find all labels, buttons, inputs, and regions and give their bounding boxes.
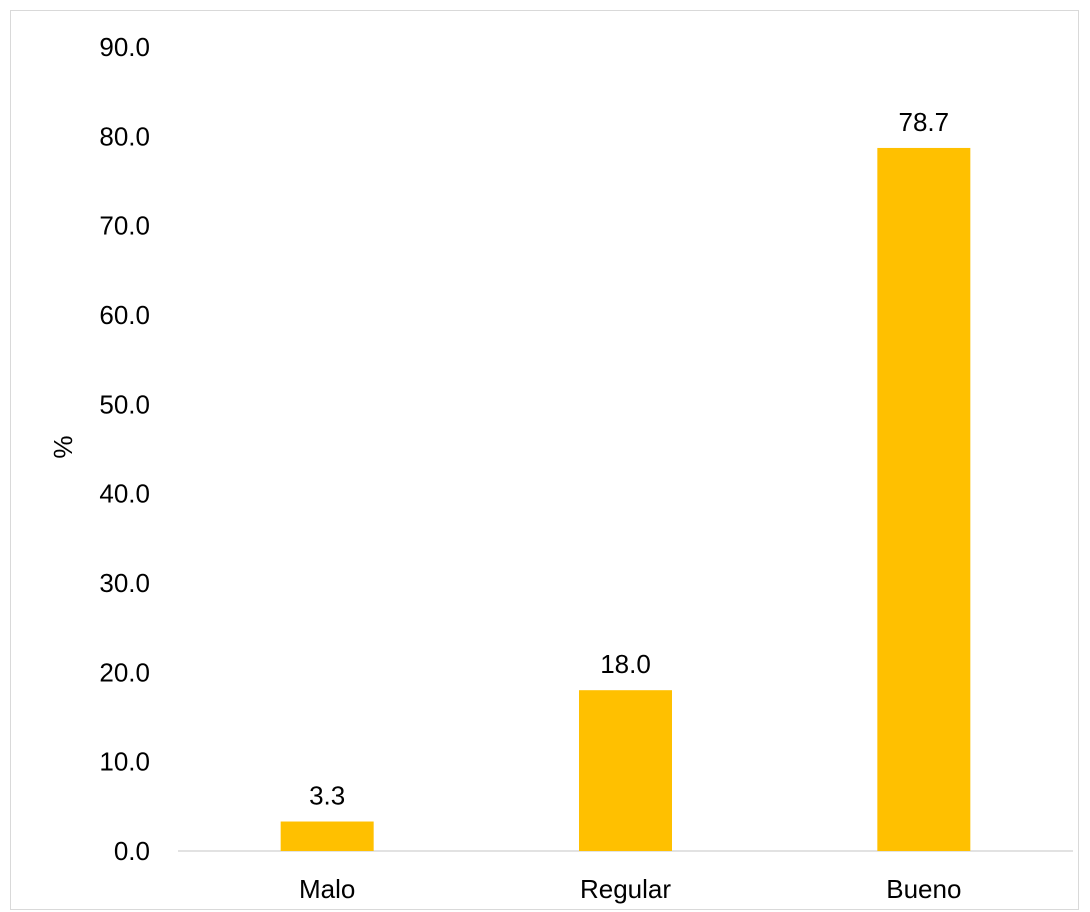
bar-regular bbox=[579, 690, 672, 851]
y-tick-label: 20.0 bbox=[99, 657, 150, 687]
y-tick-label: 50.0 bbox=[99, 389, 150, 419]
x-tick-label: Malo bbox=[299, 874, 355, 904]
bar-malo bbox=[280, 821, 374, 851]
y-tick-label: 30.0 bbox=[99, 568, 150, 598]
data-label: 18.0 bbox=[600, 649, 651, 679]
y-tick-label: 10.0 bbox=[99, 747, 150, 777]
y-axis-ticks: 0.0 10.0 20.0 30.0 40.0 50.0 60.0 70.0 80.0 90.0 bbox=[99, 32, 150, 866]
y-tick-label: 70.0 bbox=[99, 211, 150, 241]
bar-bueno bbox=[877, 147, 971, 852]
data-label: 78.7 bbox=[899, 107, 950, 137]
y-tick-label: 60.0 bbox=[99, 300, 150, 330]
y-tick-label: 80.0 bbox=[99, 121, 150, 151]
bars: 3.3 18.0 78.7 bbox=[280, 107, 971, 852]
x-tick-label: Bueno bbox=[886, 874, 961, 904]
x-tick-label: Regular bbox=[580, 874, 671, 904]
y-tick-label: 40.0 bbox=[99, 479, 150, 509]
y-tick-label: 0.0 bbox=[114, 836, 150, 866]
y-axis-label: % bbox=[48, 435, 78, 458]
y-tick-label: 90.0 bbox=[99, 32, 150, 62]
x-axis-ticks: Malo Regular Bueno bbox=[299, 874, 961, 904]
data-label: 3.3 bbox=[309, 781, 345, 811]
